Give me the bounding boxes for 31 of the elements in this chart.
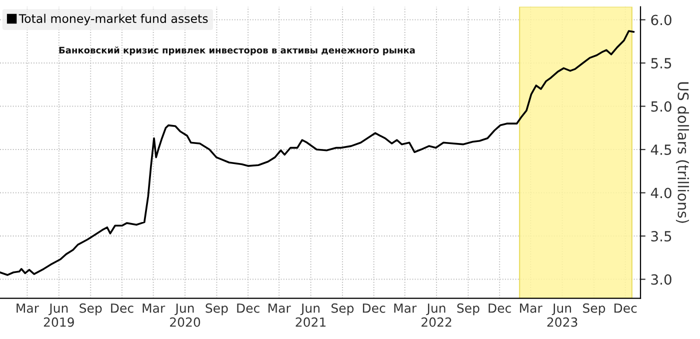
y-tick-label: 3.5 (651, 231, 672, 242)
y-tick-label: 4.5 (650, 144, 672, 155)
x-tick-label: Jun 2023 (547, 304, 578, 327)
line-series (0, 30, 635, 276)
x-tick-label: Sep (206, 303, 228, 316)
x-tick-label: Mar (394, 304, 417, 313)
y-tick-label: 4.0 (650, 188, 672, 198)
x-tick-label: Dec (237, 304, 260, 313)
x-tick-label: Jun 2022 (422, 304, 452, 327)
x-tick-label: Sep (457, 303, 480, 316)
x-tick-label: Jun 2021 (296, 304, 326, 327)
x-tick-label: Sep (332, 303, 354, 316)
x-tick-label: Mar (268, 304, 291, 313)
legend-label: Total money-market fund assets (18, 14, 208, 26)
y-tick-label: 5.5 (651, 58, 672, 68)
annotation: Банковский кризис привлек инвесторов в активы денежного рынка (59, 46, 415, 56)
x-tick-label: Dec (614, 304, 637, 313)
y-tick-label: 5.0 (651, 101, 672, 112)
x-tick-label: Mar (520, 304, 542, 313)
x-tick-label: Dec (488, 304, 511, 313)
x-tick-label: Jun 2019 (44, 304, 74, 327)
x-tick-label: Mar (16, 304, 40, 313)
x-tick-label: Jun 2020 (170, 304, 200, 327)
y-tick-label: 3.0 (651, 274, 672, 285)
x-tick-label: Dec (362, 304, 386, 313)
y-tick-label: 6.0 (651, 14, 672, 26)
y-axis-title: US dollars (trillions) (676, 82, 689, 223)
x-tick-label: Dec (111, 304, 134, 313)
x-tick-label: Mar (142, 304, 166, 313)
x-tick-label: Sep (583, 303, 606, 316)
x-tick-label: Sep (80, 303, 102, 316)
